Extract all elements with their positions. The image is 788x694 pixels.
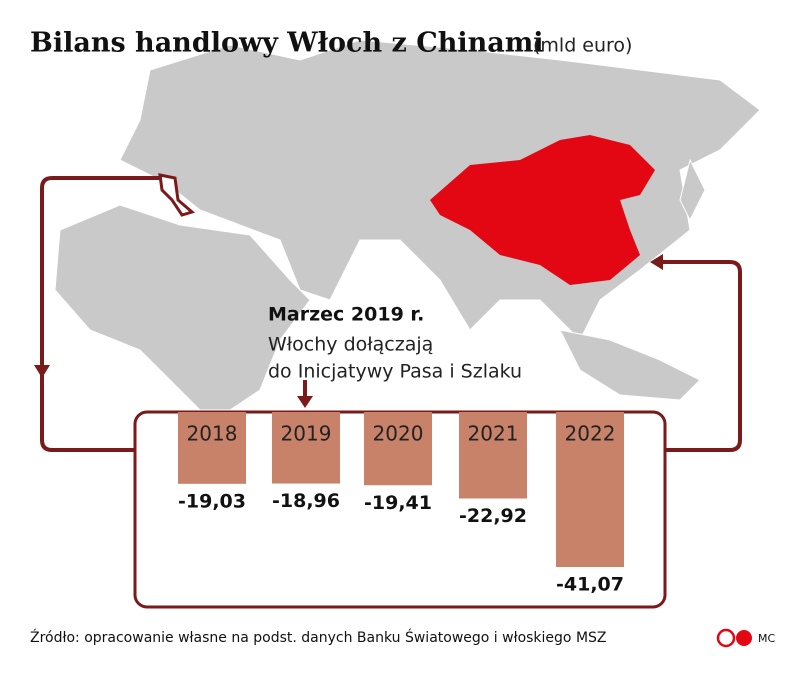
value-label: -18,96 — [272, 490, 340, 512]
china — [430, 135, 655, 285]
bar — [556, 412, 624, 567]
chart-title: Bilans handlowy Włoch z Chinami — [30, 28, 544, 59]
category-label: 2019 — [281, 422, 332, 446]
category-label: 2022 — [565, 422, 616, 446]
arrowheads — [34, 254, 663, 408]
annotation-title: Marzec 2019 r. — [268, 304, 424, 326]
logo — [716, 628, 752, 648]
category-label: 2018 — [187, 422, 238, 446]
annotation-line: Włochy dołączają — [268, 334, 433, 356]
annotation-line: do Inicjatywy Pasa i Szlaku — [268, 361, 522, 383]
bar — [178, 412, 246, 484]
value-label: -41,07 — [556, 574, 624, 596]
italy — [158, 173, 196, 217]
credit: MC — [758, 632, 775, 645]
bar — [459, 412, 527, 499]
category-label: 2021 — [468, 422, 519, 446]
value-label: -19,03 — [178, 490, 246, 512]
category-label: 2020 — [373, 422, 424, 446]
subtitle: (mld euro) — [533, 35, 632, 57]
value-label: -19,41 — [364, 492, 432, 514]
value-label: -22,92 — [459, 505, 527, 527]
bar — [272, 412, 340, 484]
bar — [364, 412, 432, 486]
arrows — [40, 176, 742, 452]
source: Źródło: opracowanie własne na podst. dan… — [30, 628, 607, 646]
